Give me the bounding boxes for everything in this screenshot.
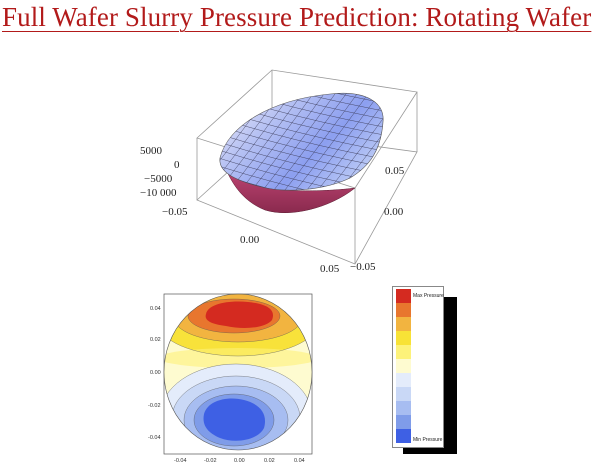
legend-swatch — [396, 359, 411, 373]
x-tick-label: 0.00 — [240, 234, 260, 246]
z-tick-label: −10 000 — [140, 187, 177, 199]
contour-y-tick: 0.04 — [150, 306, 161, 312]
mesh-line — [200, 60, 400, 66]
legend-swatch — [396, 387, 411, 401]
mesh-line — [219, 159, 384, 191]
contour-y-tick: 0.00 — [150, 370, 161, 376]
y-tick-label: −0.05 — [350, 261, 376, 273]
legend-max-label: Max Pressure — [413, 293, 444, 299]
contour-x-tick: 0.04 — [294, 458, 305, 464]
x-tick-label: −0.05 — [162, 206, 188, 218]
surface-mesh — [219, 92, 384, 191]
z-tick-label: −5000 — [144, 173, 173, 185]
mesh-line — [265, 93, 357, 191]
legend-swatch — [396, 317, 411, 331]
contour-plot: 0.04 0.02 0.00 -0.02 -0.04 -0.04 -0.02 0… — [148, 293, 313, 464]
legend-body: Max Pressure Min Pressure — [392, 286, 444, 448]
y-tick-label: 0.05 — [385, 165, 405, 177]
legend-swatch — [396, 303, 411, 317]
surface-plot: 5000 0 −5000 −10 000 −0.05 0.00 0.05 0.0… — [140, 60, 418, 275]
legend-swatch — [396, 373, 411, 387]
contour-x-tick: 0.00 — [234, 458, 245, 464]
mesh-line — [276, 93, 368, 191]
contour-y-tick: 0.02 — [150, 337, 161, 343]
z-tick-label: 5000 — [140, 145, 163, 157]
contour-y-tick: -0.02 — [148, 403, 161, 409]
legend-swatch — [396, 289, 411, 303]
z-tick-label: 0 — [174, 159, 180, 171]
pressure-legend: Max Pressure Min Pressure — [392, 286, 457, 454]
mesh-line — [219, 93, 384, 107]
legend-swatch — [396, 331, 411, 345]
contour-x-tick: 0.02 — [264, 458, 275, 464]
mesh-line — [219, 151, 384, 191]
mesh-line — [219, 93, 384, 99]
x-tick-label: 0.05 — [320, 263, 340, 275]
legend-swatch — [396, 401, 411, 415]
slide-title: Full Wafer Slurry Pressure Prediction: R… — [2, 2, 592, 32]
mesh-line — [219, 93, 384, 115]
legend-swatch — [396, 429, 411, 443]
contour-y-tick: -0.04 — [148, 435, 161, 441]
mesh-line — [219, 93, 384, 131]
contour-x-tick: -0.02 — [204, 458, 217, 464]
legend-swatch — [396, 345, 411, 359]
contour-x-tick: -0.04 — [174, 458, 187, 464]
mesh-line — [200, 60, 400, 90]
y-tick-label: 0.00 — [384, 206, 404, 218]
mesh-line — [200, 60, 400, 82]
legend-swatch — [396, 415, 411, 429]
mesh-line — [200, 60, 400, 74]
legend-min-label: Min Pressure — [413, 437, 443, 443]
